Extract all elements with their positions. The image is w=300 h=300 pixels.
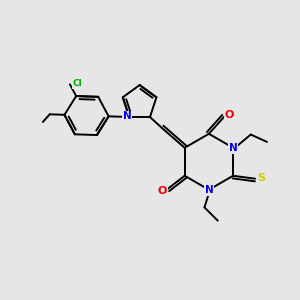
Text: O: O — [158, 186, 167, 197]
Text: N: N — [123, 111, 131, 122]
Text: Cl: Cl — [73, 79, 82, 88]
Text: O: O — [225, 110, 234, 120]
Text: N: N — [205, 185, 213, 195]
Text: N: N — [229, 143, 238, 153]
Text: S: S — [258, 173, 266, 183]
